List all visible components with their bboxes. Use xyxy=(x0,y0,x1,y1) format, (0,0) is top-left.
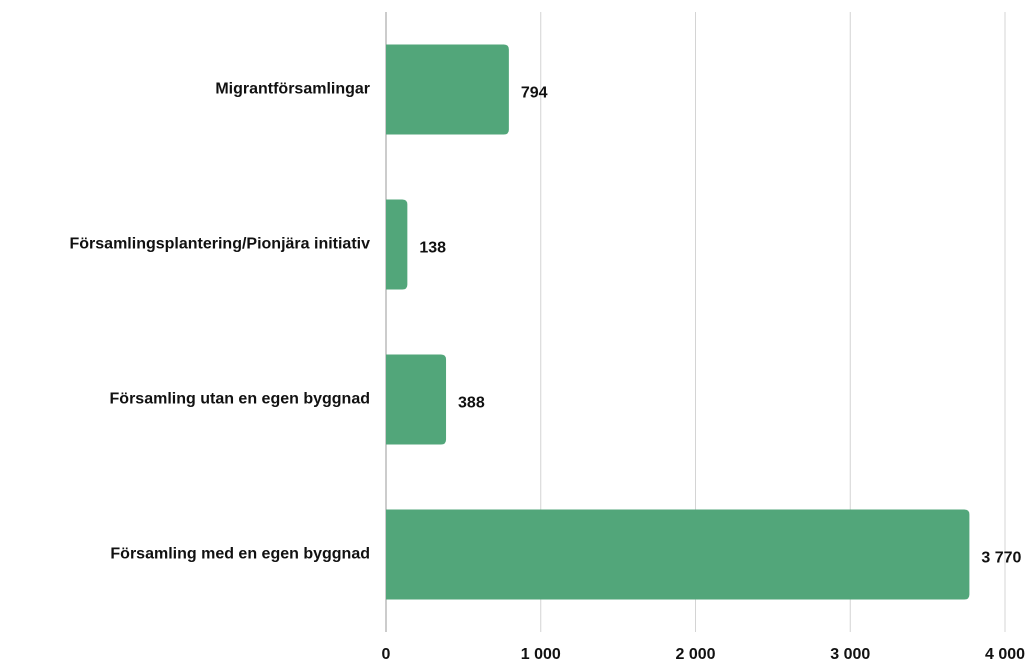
data-label: 3 770 xyxy=(981,550,1021,567)
x-tick-label: 2 000 xyxy=(675,646,715,663)
y-tick-label: Församling utan en egen byggnad xyxy=(110,391,370,408)
data-label: 388 xyxy=(458,395,485,412)
x-tick-label: 1 000 xyxy=(521,646,561,663)
bar xyxy=(386,199,408,290)
data-label: 138 xyxy=(419,240,446,257)
x-tick-label: 3 000 xyxy=(830,646,870,663)
y-tick-label: Församlingsplantering/Pionjära initiativ xyxy=(70,236,371,253)
y-tick-label: Församling med en egen byggnad xyxy=(110,546,370,563)
data-label: 794 xyxy=(521,85,548,102)
x-tick-label: 0 xyxy=(382,646,391,663)
y-tick-label: Migrantförsamlingar xyxy=(215,81,370,98)
bar xyxy=(386,354,447,445)
x-tick-label: 4 000 xyxy=(985,646,1025,663)
bar xyxy=(386,44,509,135)
bar xyxy=(386,509,970,600)
